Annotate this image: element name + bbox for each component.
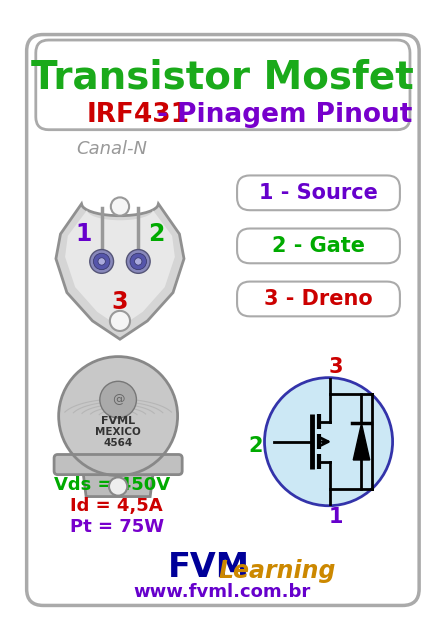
Circle shape	[130, 253, 146, 269]
Text: 2: 2	[248, 436, 263, 456]
Text: 3: 3	[112, 290, 128, 314]
Text: - Pinagem Pinout: - Pinagem Pinout	[148, 102, 412, 128]
Text: 2: 2	[148, 222, 165, 246]
Circle shape	[59, 356, 178, 476]
Text: @: @	[112, 393, 125, 406]
Circle shape	[109, 477, 127, 495]
FancyBboxPatch shape	[36, 40, 410, 130]
Polygon shape	[83, 475, 153, 497]
Text: Transistor Mosfet: Transistor Mosfet	[31, 58, 414, 97]
Circle shape	[90, 250, 113, 273]
Text: MEXICO: MEXICO	[95, 427, 141, 436]
Text: FVM: FVM	[167, 552, 250, 584]
FancyBboxPatch shape	[237, 228, 400, 263]
Text: Vds = 450V: Vds = 450V	[54, 476, 170, 493]
FancyBboxPatch shape	[54, 454, 182, 475]
Text: www.fvml.com.br: www.fvml.com.br	[134, 583, 311, 601]
Text: 4564: 4564	[104, 438, 133, 447]
Text: 1: 1	[75, 222, 92, 246]
Polygon shape	[353, 424, 370, 460]
Text: Learning: Learning	[219, 559, 336, 582]
Text: IRF431: IRF431	[87, 102, 190, 128]
Text: 3 - Dreno: 3 - Dreno	[264, 289, 373, 309]
Circle shape	[93, 253, 110, 269]
Polygon shape	[56, 204, 184, 339]
Circle shape	[98, 258, 105, 265]
Text: 2 - Gate: 2 - Gate	[272, 236, 365, 256]
Circle shape	[110, 311, 130, 331]
Circle shape	[264, 378, 392, 506]
Text: 1 - Source: 1 - Source	[259, 183, 378, 203]
FancyBboxPatch shape	[27, 35, 419, 605]
Polygon shape	[65, 210, 175, 327]
Text: 1: 1	[328, 507, 343, 527]
Text: 3: 3	[328, 356, 343, 377]
Text: FVML: FVML	[101, 415, 135, 426]
Text: Id = 4,5A: Id = 4,5A	[69, 497, 162, 515]
FancyBboxPatch shape	[237, 175, 400, 210]
FancyBboxPatch shape	[237, 282, 400, 316]
Circle shape	[111, 197, 129, 216]
Text: Pt = 75W: Pt = 75W	[69, 518, 164, 536]
Text: Canal-N: Canal-N	[76, 140, 147, 158]
Circle shape	[126, 250, 150, 273]
Circle shape	[100, 381, 137, 418]
Circle shape	[134, 258, 142, 265]
